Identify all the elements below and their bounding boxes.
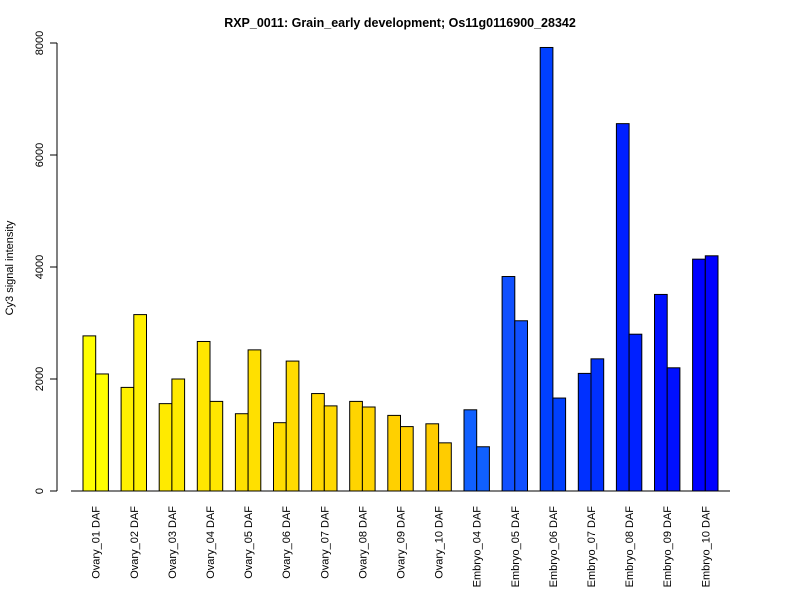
bar-12-2 xyxy=(514,320,528,492)
bar-1-2 xyxy=(95,373,109,492)
x-tick-label: Ovary_06 DAF xyxy=(281,506,293,579)
bar-14-1 xyxy=(577,372,592,492)
bar-5-1 xyxy=(234,413,249,492)
bar-6-2 xyxy=(285,360,300,492)
y-axis-label: Cy3 signal intensity xyxy=(4,220,16,315)
bar-16-1 xyxy=(654,293,668,492)
bar-9-2 xyxy=(400,426,414,492)
x-tick-label: Embryo_04 DAF xyxy=(472,506,484,588)
bar-15-1 xyxy=(615,123,630,492)
bar-14-2 xyxy=(590,358,605,492)
bar-10-1 xyxy=(425,423,440,492)
x-tick-label: Ovary_04 DAF xyxy=(205,506,217,579)
bar-2-1 xyxy=(120,386,135,492)
bar-3-2 xyxy=(171,378,186,492)
bar-10-2 xyxy=(438,442,452,492)
bar-7-1 xyxy=(311,393,325,492)
x-tick-label: Embryo_08 DAF xyxy=(624,506,636,588)
bar-8-2 xyxy=(361,406,376,492)
bar-8-1 xyxy=(349,400,363,492)
bar-15-2 xyxy=(628,333,643,492)
bar-6-1 xyxy=(273,422,287,492)
y-axis: 0 2000 4000 6000 8000 xyxy=(34,31,58,494)
bar-11-2 xyxy=(476,446,490,492)
x-tick-label: Ovary_08 DAF xyxy=(357,506,369,579)
bar-17-2 xyxy=(704,255,719,492)
x-tick-label: Embryo_06 DAF xyxy=(548,506,560,588)
x-tick-label: Ovary_02 DAF xyxy=(129,506,141,579)
y-tick-label: 4000 xyxy=(34,255,46,279)
bars-group xyxy=(82,46,719,492)
bar-16-2 xyxy=(666,367,681,492)
y-tick-label: 8000 xyxy=(34,31,46,55)
x-tick-label: Ovary_05 DAF xyxy=(243,506,255,579)
x-tick-label: Embryo_10 DAF xyxy=(700,506,712,588)
x-tick-label: Ovary_09 DAF xyxy=(396,506,408,579)
bar-13-2 xyxy=(552,397,567,492)
bar-5-2 xyxy=(247,349,262,492)
x-tick-label: Embryo_07 DAF xyxy=(586,506,598,588)
x-tick-label: Embryo_09 DAF xyxy=(662,506,674,588)
x-tick-label: Ovary_03 DAF xyxy=(167,506,179,579)
chart-title: RXP_0011: Grain_early development; Os11g… xyxy=(224,16,576,30)
bar-2-2 xyxy=(133,314,148,492)
bar-11-1 xyxy=(463,409,478,492)
bar-1-1 xyxy=(82,335,97,492)
x-tick-label: Ovary_01 DAF xyxy=(91,506,103,579)
x-tick-label: Ovary_07 DAF xyxy=(319,506,331,579)
x-tick-label: Embryo_05 DAF xyxy=(510,506,522,588)
y-tick-label: 0 xyxy=(34,488,46,494)
bar-12-1 xyxy=(501,276,516,492)
bar-4-1 xyxy=(196,340,211,492)
x-tick-labels: Ovary_01 DAF Ovary_02 DAF Ovary_03 DAF Ovar… xyxy=(91,506,713,588)
x-tick-label: Ovary_10 DAF xyxy=(434,506,446,579)
bar-3-1 xyxy=(158,403,173,492)
y-tick-label: 6000 xyxy=(34,143,46,167)
bar-9-1 xyxy=(387,414,401,492)
bar-17-1 xyxy=(692,258,706,492)
bar-7-2 xyxy=(323,405,338,492)
y-tick-label: 2000 xyxy=(34,367,46,391)
bar-4-2 xyxy=(209,400,224,492)
bar-13-1 xyxy=(539,46,554,492)
